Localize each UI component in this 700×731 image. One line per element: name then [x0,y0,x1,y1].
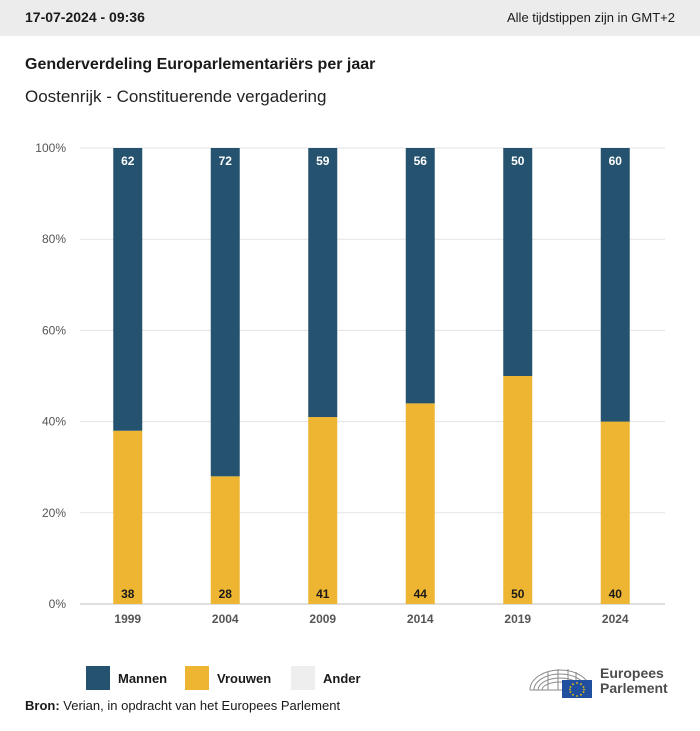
bar-vrouwen [308,417,338,604]
bar-mannen [503,148,533,376]
bar-vrouwen [113,430,143,604]
data-label-vrouwen: 44 [414,587,428,601]
data-label-vrouwen: 41 [316,587,330,601]
chart-title: Genderverdeling Europarlementariërs per … [25,56,376,73]
data-label-vrouwen: 50 [511,587,525,601]
bar-vrouwen [405,403,435,604]
bar-vrouwen [600,421,630,604]
data-label-vrouwen: 38 [121,587,135,601]
bar-mannen [308,148,338,418]
data-label-vrouwen: 40 [609,587,623,601]
legend-item-mannen: Mannen [86,666,167,690]
legend-swatch-vrouwen [185,666,209,690]
logo-line-2: Parlement [600,680,668,696]
source-text: Verian, in opdracht van het Europees Par… [59,698,341,713]
data-label-mannen: 59 [316,154,330,168]
bar-mannen [405,148,435,404]
eu-parliament-logo-icon [529,669,592,698]
eu-parliament-logo: Europees Parlement [528,660,688,700]
data-label-vrouwen: 28 [219,587,233,601]
logo-text: Europees Parlement [600,666,668,696]
bar-vrouwen [503,376,533,604]
top-bar: 17-07-2024 - 09:36 Alle tijdstippen zijn… [0,0,700,36]
bar-vrouwen [210,476,240,604]
y-tick-label: 40% [42,415,66,429]
bar-mannen [113,148,143,431]
x-tick-label: 2024 [602,612,629,626]
x-tick-label: 2019 [504,612,531,626]
legend-swatch-ander [291,666,315,690]
data-label-mannen: 50 [511,154,525,168]
y-tick-label: 0% [49,597,67,611]
legend-item-ander: Ander [291,666,361,690]
source-prefix: Bron: [25,698,60,713]
bar-mannen [600,148,630,422]
legend-label-ander: Ander [323,670,361,686]
data-label-mannen: 62 [121,154,135,168]
data-label-mannen: 72 [219,154,233,168]
legend-label-vrouwen: Vrouwen [217,670,272,686]
y-tick-label: 60% [42,323,66,337]
legend-item-vrouwen: Vrouwen [185,666,271,690]
y-tick-label: 80% [42,232,66,246]
x-tick-label: 2004 [212,612,239,626]
x-tick-label: 2009 [309,612,336,626]
y-tick-label: 20% [42,506,66,520]
x-tick-label: 2014 [407,612,434,626]
source-note: Bron: Verian, in opdracht van het Europe… [25,698,340,713]
legend-swatch-mannen [86,666,110,690]
timezone-note: Alle tijdstippen zijn in GMT+2 [507,10,675,25]
datetime-label: 17-07-2024 - 09:36 [25,9,145,25]
stacked-bar-chart: 0% 20% 40% 60% 80% 100% 62 38 1999 72 28 2004 59 41 20… [35,141,665,626]
data-label-mannen: 60 [609,154,623,168]
legend-label-mannen: Mannen [118,670,168,686]
chart-subtitle: Oostenrijk - Constituerende vergadering [25,87,327,106]
bar-mannen [210,148,240,477]
y-tick-label: 100% [35,141,66,155]
x-tick-label: 1999 [114,612,141,626]
logo-line-1: Europees [600,665,664,681]
data-label-mannen: 56 [414,154,428,168]
